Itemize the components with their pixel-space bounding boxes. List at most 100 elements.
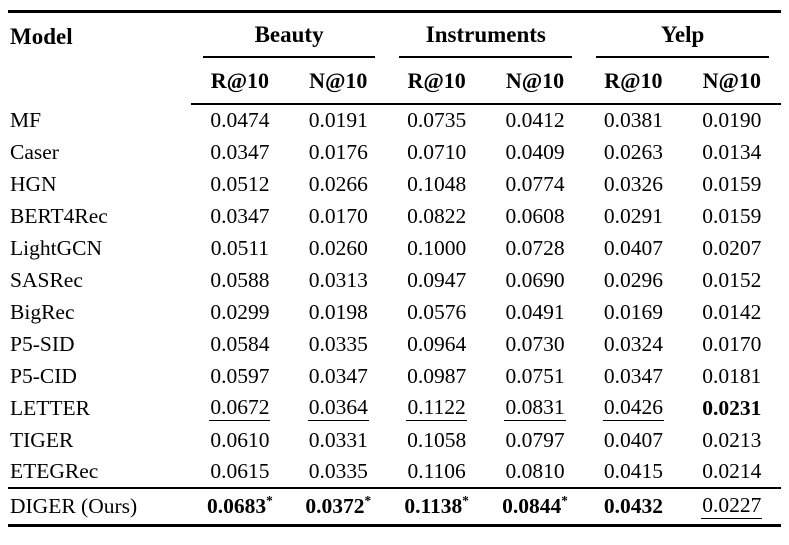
col-header-yelp-ndcg: N@10 bbox=[682, 58, 781, 105]
model-name: BigRec bbox=[10, 299, 75, 324]
metric-value: 0.0710 bbox=[387, 136, 485, 168]
metric-value: 0.0822 bbox=[387, 200, 485, 232]
metric-value-text: 0.0844* bbox=[502, 492, 568, 518]
metric-value-text: 0.0364 bbox=[307, 395, 369, 421]
metric-value-text: 0.0947 bbox=[407, 267, 467, 292]
metric-value: 0.0207 bbox=[683, 232, 781, 264]
model-name: BERT4Rec bbox=[10, 203, 108, 228]
metric-value: 0.0326 bbox=[584, 168, 682, 200]
metric-value: 0.0198 bbox=[289, 296, 387, 328]
metric-value-text: 0.1122 bbox=[406, 395, 467, 421]
model-name: Caser bbox=[10, 139, 59, 164]
metric-value-text: 0.0735 bbox=[407, 108, 467, 132]
metric-value-text: 0.0381 bbox=[603, 108, 663, 132]
metric-value-text: 0.0810 bbox=[505, 459, 565, 483]
table-row-ours: DIGER (Ours) 0.0683* 0.0372* 0.1138* 0.0844*… bbox=[8, 488, 781, 525]
metric-value-text: 0.0683* bbox=[206, 492, 273, 518]
metric-value-text: 0.0227 bbox=[701, 493, 763, 520]
metric-value: 0.0683* bbox=[191, 488, 289, 525]
metric-value-text: 0.0313 bbox=[308, 267, 368, 292]
metric-value-text: 0.0347 bbox=[210, 139, 270, 164]
metric-value-text: 0.0260 bbox=[308, 235, 368, 260]
metric-value-text: 0.0213 bbox=[702, 427, 762, 452]
col-header-yelp-recall: R@10 bbox=[584, 58, 683, 105]
metric-value: 0.0584 bbox=[191, 328, 289, 360]
metric-value-text: 0.1138* bbox=[404, 492, 469, 518]
metric-value-text: 0.0576 bbox=[407, 299, 467, 324]
metric-value-text: 0.0347 bbox=[603, 363, 663, 388]
col-header-model: Model bbox=[10, 24, 73, 49]
metric-value: 0.0227 bbox=[683, 488, 781, 525]
metric-value: 0.0831 bbox=[486, 392, 584, 424]
metric-value: 0.0728 bbox=[486, 232, 584, 264]
model-name: HGN bbox=[10, 171, 57, 196]
table-row: P5-SID 0.0584 0.0335 0.0964 0.0730 0.0324 0.01… bbox=[8, 328, 781, 360]
model-name: ETEGRec bbox=[10, 459, 99, 483]
metric-value: 0.0364 bbox=[289, 392, 387, 424]
metric-value-text: 0.1000 bbox=[407, 235, 467, 260]
metric-value-text: 0.0190 bbox=[702, 108, 762, 132]
significance-marker: * bbox=[462, 492, 469, 508]
metric-value: 0.0347 bbox=[584, 360, 682, 392]
metric-value: 0.0335 bbox=[289, 456, 387, 488]
metric-value-text: 0.0751 bbox=[505, 363, 565, 388]
metric-value-text: 0.0728 bbox=[505, 235, 565, 260]
metric-value-text: 0.0335 bbox=[308, 331, 368, 356]
metric-value-text: 0.0214 bbox=[702, 459, 762, 483]
metric-value: 0.0176 bbox=[289, 136, 387, 168]
metric-value-text: 0.0672 bbox=[209, 395, 271, 421]
metric-value-text: 0.0324 bbox=[603, 331, 663, 356]
metric-value: 0.0615 bbox=[191, 456, 289, 488]
metric-value-text: 0.0797 bbox=[505, 427, 565, 452]
metric-value-text: 0.0263 bbox=[603, 139, 663, 164]
metric-value-text: 0.0170 bbox=[702, 331, 762, 356]
metric-value: 0.0797 bbox=[486, 424, 584, 456]
metric-value-text: 0.1048 bbox=[407, 171, 467, 196]
metric-value: 0.0313 bbox=[289, 264, 387, 296]
table-row: MF 0.0474 0.0191 0.0735 0.0412 0.0381 0.0190 bbox=[8, 104, 781, 136]
model-name: P5-CID bbox=[10, 363, 77, 388]
metric-value: 0.0426 bbox=[584, 392, 682, 424]
results-table: Model Beauty Instruments Yelp R@10 N@10 … bbox=[8, 10, 781, 527]
table-row: SASRec 0.0588 0.0313 0.0947 0.0690 0.0296 0.01… bbox=[8, 264, 781, 296]
col-header-beauty-ndcg: N@10 bbox=[289, 58, 388, 105]
metric-value-text: 0.0407 bbox=[603, 235, 663, 260]
metric-value: 0.0190 bbox=[683, 104, 781, 136]
metric-value: 0.0844* bbox=[486, 488, 584, 525]
metric-value: 0.0191 bbox=[289, 104, 387, 136]
metric-value: 0.0412 bbox=[486, 104, 584, 136]
metric-value-text: 0.0426 bbox=[602, 395, 664, 421]
metric-value-text: 0.0291 bbox=[603, 203, 663, 228]
col-header-beauty-recall: R@10 bbox=[190, 58, 290, 105]
model-name: TIGER bbox=[10, 427, 74, 452]
metric-value: 0.0134 bbox=[683, 136, 781, 168]
table-row: ETEGRec 0.0615 0.0335 0.1106 0.0810 0.0415 0.0… bbox=[8, 456, 781, 488]
metric-value-text: 0.0326 bbox=[603, 171, 663, 196]
metric-value-text: 0.1106 bbox=[407, 459, 466, 483]
table-row: TIGER 0.0610 0.0331 0.1058 0.0797 0.0407 0.021… bbox=[8, 424, 781, 456]
metric-value: 0.0409 bbox=[486, 136, 584, 168]
table-row: LETTER 0.0672 0.0364 0.1122 0.0831 0.0426 0.02… bbox=[8, 392, 781, 424]
metric-value-text: 0.0198 bbox=[308, 299, 368, 324]
metric-value: 0.0231 bbox=[683, 392, 781, 424]
metric-value-text: 0.0170 bbox=[308, 203, 368, 228]
metric-value: 0.0597 bbox=[191, 360, 289, 392]
metric-value-text: 0.0347 bbox=[210, 203, 270, 228]
metric-value-text: 0.0207 bbox=[702, 235, 762, 260]
metric-value: 0.0964 bbox=[387, 328, 485, 360]
significance-marker: * bbox=[561, 492, 568, 508]
metric-value: 0.0260 bbox=[289, 232, 387, 264]
metric-value: 0.0608 bbox=[486, 200, 584, 232]
metric-value-text: 0.0191 bbox=[308, 108, 368, 132]
metric-value: 0.0170 bbox=[289, 200, 387, 232]
metric-value-text: 0.0964 bbox=[407, 331, 467, 356]
table-row: LightGCN 0.0511 0.0260 0.1000 0.0728 0.0407 0.… bbox=[8, 232, 781, 264]
model-name: LightGCN bbox=[10, 235, 102, 260]
metric-value: 0.0181 bbox=[683, 360, 781, 392]
metric-value: 0.0690 bbox=[486, 264, 584, 296]
metric-value-text: 0.1058 bbox=[407, 427, 467, 452]
group-label-beauty: Beauty bbox=[202, 13, 376, 58]
metric-value: 0.1058 bbox=[387, 424, 485, 456]
significance-marker: * bbox=[266, 492, 273, 508]
